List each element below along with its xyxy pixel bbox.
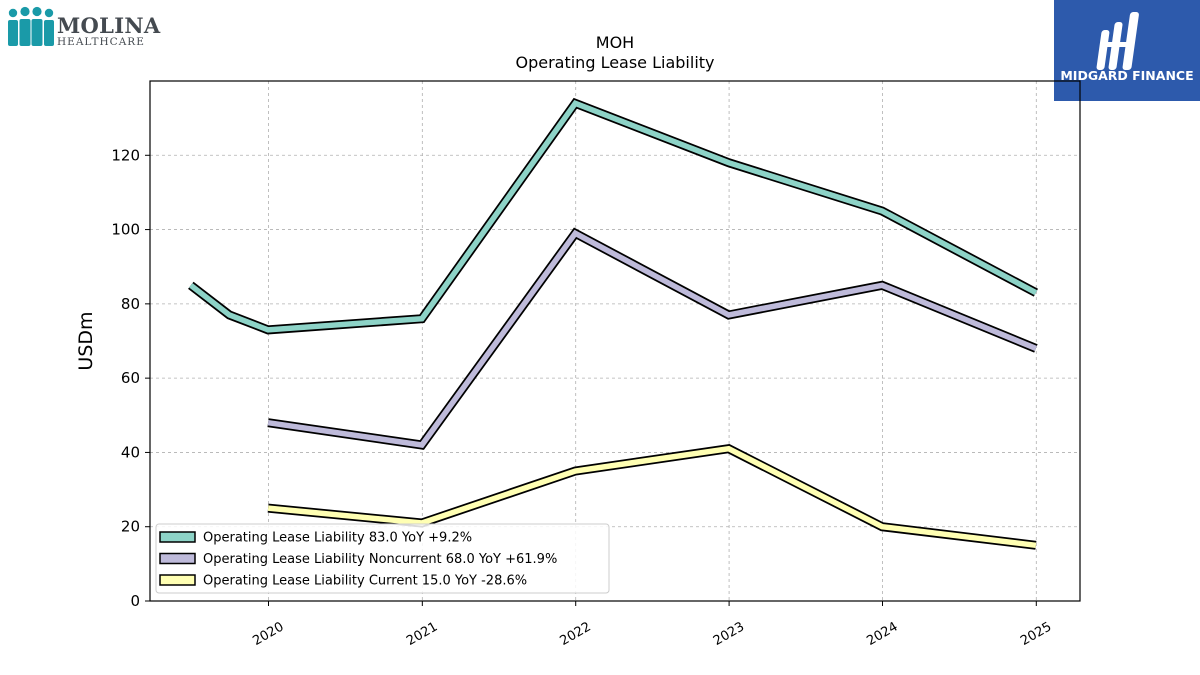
x-tick-label: 2024 — [864, 619, 900, 649]
x-axis: 2020 2021 2022 2023 2024 2025 — [250, 601, 1054, 649]
series-line-2 — [267, 444, 1037, 550]
y-tick-label: 80 — [121, 295, 140, 313]
legend-swatch — [159, 531, 196, 543]
midgard-name: MIDGARD FINANCE — [1060, 68, 1194, 83]
legend-label: Operating Lease Liability Current 15.0 Y… — [203, 574, 527, 589]
brand-name: MOLINA — [57, 13, 161, 38]
legend-swatch — [159, 574, 196, 586]
series-fill — [189, 99, 1038, 333]
legend-swatch — [159, 552, 196, 565]
legend: Operating Lease Liability 83.0 YoY +9.2%… — [155, 523, 610, 594]
series-outline — [267, 227, 1038, 450]
series-fill — [267, 229, 1037, 448]
molina-logo: MOLINA HEALTHCARE — [6, 6, 160, 52]
brand-subtitle: HEALTHCARE — [57, 36, 145, 48]
x-tick-label: 2025 — [1018, 619, 1054, 649]
midgard-mark-icon — [1096, 12, 1139, 70]
legend-label: Operating Lease Liability 83.0 YoY +9.2% — [203, 531, 472, 546]
y-tick-label: 100 — [111, 221, 140, 239]
chart-title: MOH — [595, 33, 635, 52]
series-lines — [188, 97, 1039, 550]
x-tick-label: 2023 — [711, 619, 747, 649]
legend-box — [155, 523, 610, 594]
x-tick-label: 2020 — [250, 619, 286, 649]
x-tick-label: 2022 — [558, 619, 594, 649]
series-fill — [267, 445, 1037, 549]
y-tick-label: 40 — [121, 443, 140, 461]
y-tick-label: 60 — [121, 369, 140, 387]
plot-frame — [149, 80, 1081, 602]
y-tick-label: 0 — [130, 592, 140, 610]
series-line-0 — [188, 97, 1039, 335]
midgard-logo: MIDGARD FINANCE — [1054, 0, 1200, 101]
y-tick-label: 20 — [121, 518, 140, 536]
people-icon — [8, 6, 54, 46]
y-axis: 0 20 40 60 80 100 120 — [111, 146, 150, 610]
grid — [150, 81, 1080, 602]
series-line-1 — [267, 227, 1038, 450]
y-axis-label: USDm — [75, 311, 97, 370]
y-tick-label: 120 — [111, 146, 140, 164]
x-tick-label: 2021 — [404, 619, 440, 649]
chart-subtitle: Operating Lease Liability — [515, 53, 715, 72]
legend-label: Operating Lease Liability Noncurrent 68.… — [203, 552, 557, 567]
